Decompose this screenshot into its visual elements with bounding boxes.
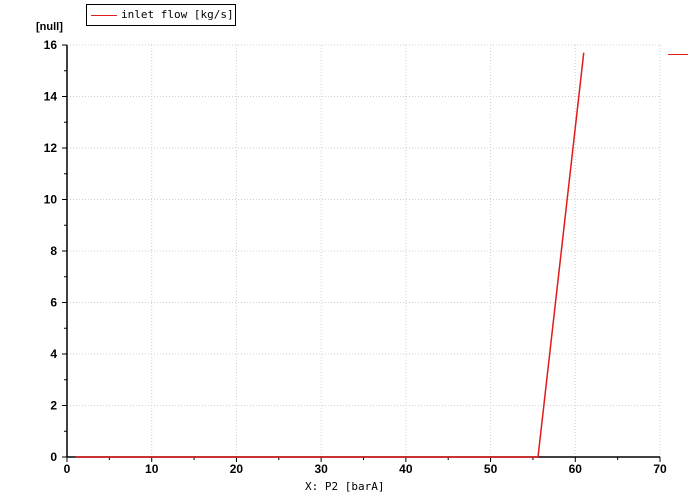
x-axis-label: X: P2 [barA] [305, 480, 385, 493]
y-tick-label: 6 [50, 296, 57, 310]
y-tick-label: 12 [44, 141, 58, 155]
x-tick-label: 40 [399, 462, 413, 476]
legend-line-swatch [91, 15, 117, 16]
x-tick-label: 0 [64, 462, 71, 476]
y-tick-label: 8 [50, 244, 57, 258]
x-tick-label: 30 [314, 462, 328, 476]
y-tick-label: 10 [44, 193, 58, 207]
x-tick-label: 10 [145, 462, 159, 476]
y-tick-label: 14 [44, 90, 58, 104]
y-tick-label: 4 [50, 347, 57, 361]
x-tick-label: 20 [230, 462, 244, 476]
x-tick-label: 60 [569, 462, 583, 476]
x-tick-label: 70 [653, 462, 667, 476]
side-series-marker [668, 54, 688, 55]
legend-label: inlet flow [kg/s] [121, 8, 234, 21]
y-tick-label: 0 [50, 450, 57, 464]
y-tick-label: 16 [44, 38, 58, 52]
y-tick-label: 2 [50, 399, 57, 413]
legend: inlet flow [kg/s] [86, 4, 236, 26]
x-tick-label: 50 [484, 462, 498, 476]
y-axis-label: [null] [36, 21, 63, 33]
series-line [75, 52, 585, 458]
